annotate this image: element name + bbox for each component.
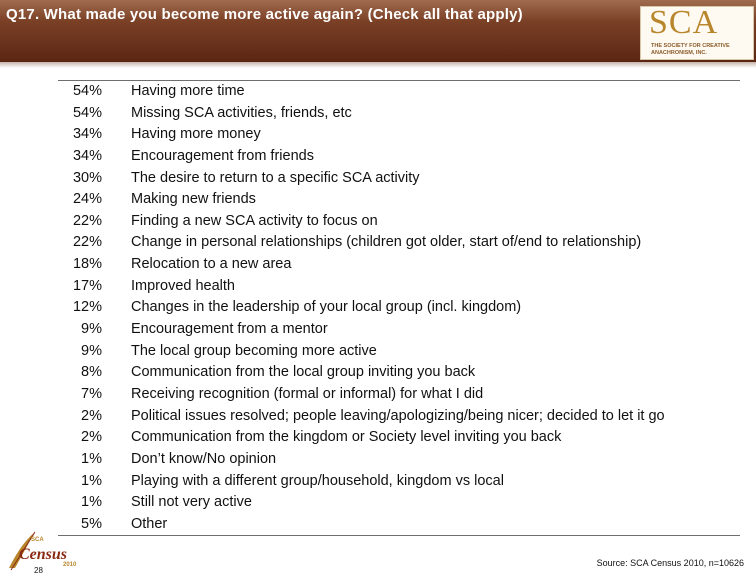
item-percentage: 34% <box>72 126 102 143</box>
sca-logo-subtitle: THE SOCIETY FOR CREATIVE ANACHRONISM, IN… <box>651 43 730 56</box>
item-percentage: 8% <box>81 364 102 381</box>
item-label: The local group becoming more active <box>131 342 377 359</box>
item-percentage: 34% <box>72 147 102 164</box>
census-logo: SCA Census 2010 <box>5 528 83 574</box>
item-label: Other <box>131 515 168 532</box>
sca-logo: SCA THE SOCIETY FOR CREATIVE ANACHRONISM… <box>640 4 754 60</box>
item-percentage: 17% <box>72 277 102 294</box>
item-label: Having more time <box>131 83 245 99</box>
item-label: Having more money <box>131 126 261 143</box>
item-percentage: 54% <box>72 104 102 121</box>
census-logo-top: SCA <box>31 537 44 543</box>
list-item: 22% Change in personal relationships (chi… <box>58 232 740 254</box>
item-percentage: 2% <box>81 407 102 424</box>
item-percentage: 9% <box>81 342 102 359</box>
list-item: 2% Political issues resolved; people leav… <box>58 406 740 428</box>
item-percentage: 22% <box>72 234 102 251</box>
item-label: Finding a new SCA activity to focus on <box>131 212 378 229</box>
source-note: Source: SCA Census 2010, n=10626 <box>596 558 744 568</box>
item-percentage: 7% <box>81 385 102 402</box>
item-label: Change in personal relationships (childr… <box>131 234 642 251</box>
list-item: 34% Having more money <box>58 124 740 146</box>
item-label: Encouragement from friends <box>131 147 314 164</box>
item-label: Don’t know/No opinion <box>131 450 277 467</box>
list-item: 34% Encouragement from friends <box>58 146 740 168</box>
list-item: 54% Having more time <box>58 81 740 103</box>
census-logo-word: Census <box>19 546 68 563</box>
page-number: 28 <box>34 566 43 575</box>
list-item: 24% Making new friends <box>58 189 740 211</box>
item-label: Communication from the kingdom or Societ… <box>131 429 562 446</box>
item-label: Still not very active <box>131 494 252 511</box>
item-label: Communication from the local group invit… <box>131 364 476 381</box>
item-label: Political issues resolved; people leavin… <box>131 407 665 424</box>
response-list: 54% Having more time 54% Missing SCA activi… <box>58 80 740 537</box>
list-item: 2% Communication from the kingdom or Soci… <box>58 427 740 449</box>
sca-logo-text: SCA <box>649 4 719 41</box>
list-item: 1% Don’t know/No opinion <box>58 449 740 471</box>
item-label: Changes in the leadership of your local … <box>131 299 522 316</box>
item-label: Relocation to a new area <box>131 256 292 273</box>
item-percentage: 30% <box>72 169 102 186</box>
list-item: 1% Playing with a different group/househo… <box>58 471 740 493</box>
item-percentage: 5% <box>81 515 102 532</box>
list-item: 1% Still not very active <box>58 492 740 514</box>
item-percentage: 1% <box>81 450 102 467</box>
item-percentage: 1% <box>81 494 102 511</box>
list-item: 9% The local group becoming more active <box>58 341 740 363</box>
list-item: 8% Communication from the local group inv… <box>58 362 740 384</box>
item-percentage: 24% <box>72 191 102 208</box>
list-item: 54% Missing SCA activities, friends, etc <box>58 103 740 125</box>
census-logo-year: 2010 <box>63 562 77 568</box>
item-label: Improved health <box>131 277 235 294</box>
quill-icon <box>9 531 36 571</box>
list-item: 7% Receiving recognition (formal or infor… <box>58 384 740 406</box>
list-item: 9% Encouragement from a mentor <box>58 319 740 341</box>
list-item: 17% Improved health <box>58 276 740 298</box>
list-item: 22% Finding a new SCA activity to focus o… <box>58 211 740 233</box>
question-title: Q17. What made you become more active ag… <box>6 6 523 23</box>
item-percentage: 18% <box>72 256 102 273</box>
item-percentage: 1% <box>81 472 102 489</box>
item-label: Encouragement from a mentor <box>131 321 328 338</box>
item-percentage: 22% <box>72 212 102 229</box>
item-percentage: 2% <box>81 429 102 446</box>
item-percentage: 12% <box>72 299 102 316</box>
item-label: Missing SCA activities, friends, etc <box>131 104 352 121</box>
item-label: Making new friends <box>131 191 256 208</box>
item-percentage: 9% <box>81 321 102 338</box>
list-item: 30% The desire to return to a specific SC… <box>58 168 740 190</box>
slide-header: Q17. What made you become more active ag… <box>0 0 756 62</box>
list-item: 18% Relocation to a new area <box>58 254 740 276</box>
header-shadow <box>0 62 756 68</box>
list-item: 12% Changes in the leadership of your loc… <box>58 297 740 319</box>
item-label: The desire to return to a specific SCA a… <box>131 169 420 186</box>
list-item: 5% Other <box>58 514 740 536</box>
item-label: Receiving recognition (formal or informa… <box>131 385 484 402</box>
item-percentage: 54% <box>72 83 102 99</box>
item-label: Playing with a different group/household… <box>131 472 504 489</box>
